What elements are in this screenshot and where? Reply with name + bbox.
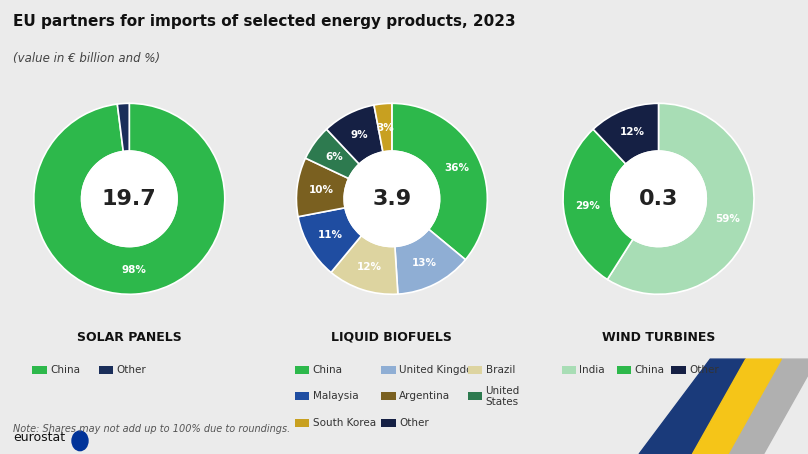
Wedge shape — [305, 129, 360, 178]
Wedge shape — [326, 105, 383, 164]
Wedge shape — [563, 129, 633, 280]
Text: United
States: United States — [486, 385, 520, 407]
Wedge shape — [297, 158, 349, 217]
Wedge shape — [392, 104, 487, 260]
Text: South Korea: South Korea — [313, 418, 376, 428]
Wedge shape — [608, 104, 754, 294]
Text: 9%: 9% — [351, 130, 368, 140]
Text: China: China — [50, 365, 80, 375]
Text: China: China — [313, 365, 343, 375]
Text: 29%: 29% — [574, 201, 600, 211]
Circle shape — [344, 151, 440, 247]
Text: 0.3: 0.3 — [639, 189, 678, 209]
Wedge shape — [593, 104, 659, 164]
Wedge shape — [395, 229, 465, 294]
Text: 10%: 10% — [309, 185, 334, 195]
Circle shape — [611, 151, 706, 247]
Text: 36%: 36% — [444, 163, 469, 173]
Wedge shape — [374, 104, 392, 152]
Text: 59%: 59% — [715, 214, 740, 224]
Text: LIQUID BIOFUELS: LIQUID BIOFUELS — [331, 331, 452, 344]
Wedge shape — [331, 236, 398, 294]
Text: 6%: 6% — [325, 152, 343, 162]
Text: Argentina: Argentina — [399, 391, 450, 401]
Text: 3%: 3% — [377, 123, 394, 133]
Text: 98%: 98% — [121, 265, 146, 275]
Text: 11%: 11% — [318, 230, 343, 240]
Wedge shape — [117, 104, 129, 152]
Text: 13%: 13% — [412, 257, 437, 268]
Text: Malaysia: Malaysia — [313, 391, 358, 401]
Wedge shape — [298, 208, 361, 272]
Text: (value in € billion and %): (value in € billion and %) — [13, 52, 160, 65]
Text: United Kingdom: United Kingdom — [399, 365, 482, 375]
Text: Other: Other — [689, 365, 719, 375]
Text: WIND TURBINES: WIND TURBINES — [602, 331, 715, 344]
Text: Brazil: Brazil — [486, 365, 515, 375]
Text: India: India — [579, 365, 605, 375]
Text: 3.9: 3.9 — [372, 189, 411, 209]
Polygon shape — [639, 359, 746, 454]
Text: SOLAR PANELS: SOLAR PANELS — [77, 331, 182, 344]
Wedge shape — [34, 104, 225, 294]
Text: 12%: 12% — [357, 262, 382, 272]
Circle shape — [82, 151, 177, 247]
Polygon shape — [692, 359, 781, 454]
Text: Other: Other — [399, 418, 429, 428]
Text: 12%: 12% — [620, 127, 645, 137]
Polygon shape — [728, 359, 808, 454]
Circle shape — [72, 431, 88, 451]
Text: China: China — [634, 365, 664, 375]
Text: eurostat: eurostat — [13, 431, 65, 444]
Text: EU partners for imports of selected energy products, 2023: EU partners for imports of selected ener… — [13, 14, 516, 29]
Text: Note: Shares may not add up to 100% due to roundings.: Note: Shares may not add up to 100% due … — [13, 424, 290, 434]
Text: 19.7: 19.7 — [102, 189, 157, 209]
Text: Other: Other — [116, 365, 146, 375]
